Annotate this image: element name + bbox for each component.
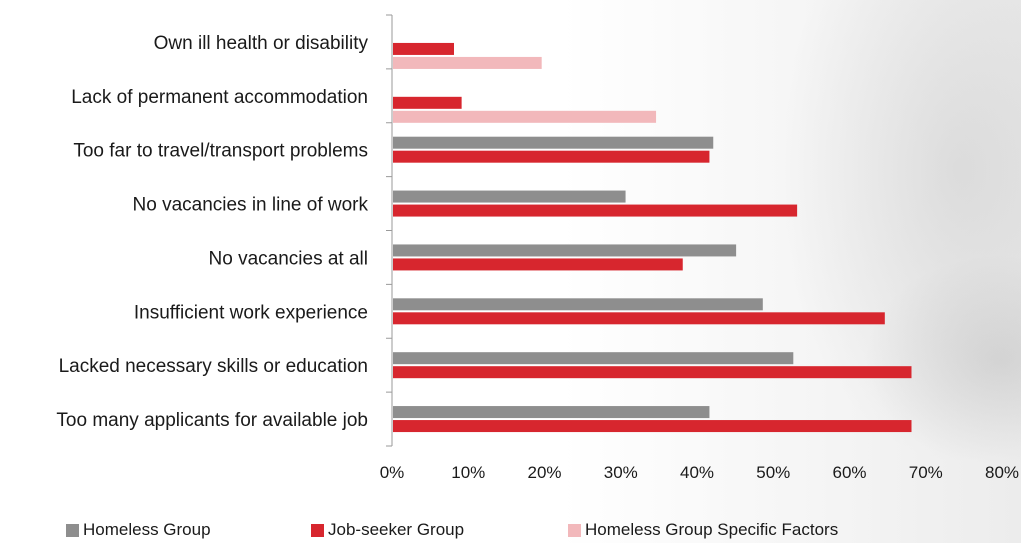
bar-homeless xyxy=(393,191,626,203)
bar-homeless-specific xyxy=(393,111,656,123)
legend-swatch-homeless xyxy=(66,524,79,537)
x-tick-label: 50% xyxy=(756,463,790,482)
legend-label-homeless: Homeless Group xyxy=(83,520,211,540)
category-label: Lack of permanent accommodation xyxy=(71,87,368,108)
bar-job-seeker xyxy=(393,420,912,432)
bar-homeless xyxy=(393,137,713,149)
legend-label-jobseeker: Job-seeker Group xyxy=(328,520,464,540)
x-tick-label: 70% xyxy=(909,463,943,482)
bar-job-seeker xyxy=(393,205,797,217)
x-tick-label: 0% xyxy=(380,463,405,482)
legend-item-homeless: Homeless Group xyxy=(66,520,211,540)
x-tick-label: 80% xyxy=(985,463,1019,482)
category-label: Insufficient work experience xyxy=(134,302,368,323)
legend-item-jobseeker: Job-seeker Group xyxy=(311,520,464,540)
category-label: No vacancies in line of work xyxy=(133,195,369,216)
legend: Homeless Group Job-seeker Group Homeless… xyxy=(66,520,966,542)
bar-homeless xyxy=(393,406,709,418)
x-tick-label: 30% xyxy=(604,463,638,482)
bar-homeless-specific xyxy=(393,57,542,69)
bar-job-seeker xyxy=(393,366,912,378)
bar-homeless xyxy=(393,352,793,364)
legend-swatch-specific xyxy=(568,524,581,537)
bar-job-seeker xyxy=(393,43,454,55)
x-tick-label: 40% xyxy=(680,463,714,482)
category-label: Own ill health or disability xyxy=(154,33,369,54)
category-label: Too far to travel/transport problems xyxy=(73,141,368,162)
bar-job-seeker xyxy=(393,97,462,109)
bar-job-seeker xyxy=(393,151,709,163)
category-label: Too many applicants for available job xyxy=(56,410,368,431)
legend-label-specific: Homeless Group Specific Factors xyxy=(585,520,838,540)
x-tick-label: 60% xyxy=(832,463,866,482)
legend-item-specific: Homeless Group Specific Factors xyxy=(568,520,838,540)
legend-swatch-jobseeker xyxy=(311,524,324,537)
category-label: Lacked necessary skills or education xyxy=(59,356,368,377)
bar-job-seeker xyxy=(393,258,683,270)
bar-homeless xyxy=(393,298,763,310)
bar-job-seeker xyxy=(393,312,885,324)
x-tick-label: 20% xyxy=(527,463,561,482)
bar-homeless xyxy=(393,244,736,256)
category-label: No vacancies at all xyxy=(209,248,368,269)
x-tick-label: 10% xyxy=(451,463,485,482)
